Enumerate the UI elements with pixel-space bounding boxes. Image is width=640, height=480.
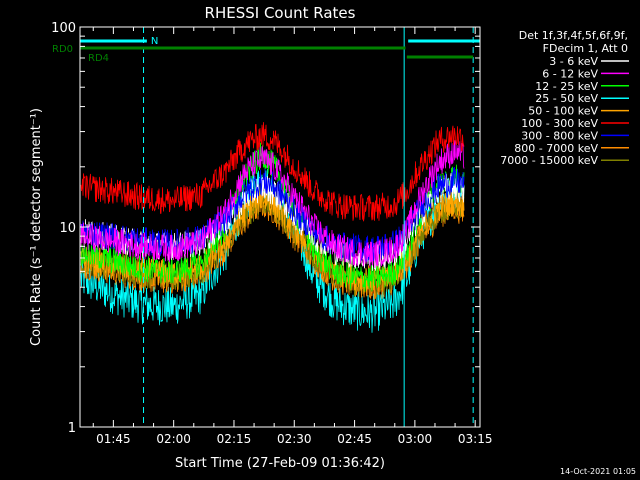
legend-label-800-7000-kev: 800 - 7000 keV (514, 142, 598, 155)
legend-header-line-1: Det 1f,3f,4f,5f,6f,9f, (519, 29, 628, 42)
marker-layer: RD0 RD4 N (52, 36, 480, 64)
legend-label-25-50-kev: 25 - 50 keV (535, 92, 598, 105)
y-axis-label: Count Rate (s⁻¹ detector segment⁻¹) (29, 108, 44, 346)
y-tick-label-1: 1 (68, 421, 76, 436)
legend-label-12-25-kev: 12 - 25 keV (535, 80, 598, 93)
x-axis-label: Start Time (27-Feb-09 01:36:42) (175, 456, 385, 471)
marker-label-rd0: RD0 (52, 44, 73, 55)
chart-title: RHESSI Count Rates (205, 4, 356, 22)
x-tick-label-02-00: 02:00 (156, 432, 191, 446)
legend-label-300-800-kev: 300 - 800 keV (521, 129, 598, 142)
series-layer (80, 122, 465, 333)
series-line-100-300-kev (80, 122, 465, 222)
y-tick-label-100: 100 (51, 21, 76, 36)
series-line-12-25-kev (80, 142, 465, 292)
x-tick-label-03-00: 03:00 (398, 432, 433, 446)
legend-label-3-6-kev: 3 - 6 keV (549, 55, 598, 68)
x-tick-label-02-45: 02:45 (337, 432, 372, 446)
legend-label-100-300-kev: 100 - 300 keV (521, 117, 598, 130)
footer-timestamp: 14-Oct-2021 01:05 (560, 467, 636, 476)
x-tick-label-02-30: 02:30 (277, 432, 312, 446)
y-tick-layer: 1 10 100 (51, 21, 480, 436)
marker-label-n: N (151, 36, 158, 47)
legend-header-line-2: FDecim 1, Att 0 (543, 42, 628, 55)
legend-label-50-100-kev: 50 - 100 keV (528, 105, 598, 118)
series-line-6-12-kev (80, 138, 465, 269)
marker-label-rd4: RD4 (88, 53, 109, 64)
x-tick-label-02-15: 02:15 (217, 432, 252, 446)
legend: Det 1f,3f,4f,5f,6f,9f, FDecim 1, Att 0 3… (500, 29, 629, 167)
x-tick-label-01-45: 01:45 (96, 432, 131, 446)
legend-label-6-12-kev: 6 - 12 keV (542, 67, 598, 80)
x-tick-label-03-15: 03:15 (458, 432, 493, 446)
x-tick-layer: 01:45 02:00 02:15 02:30 02:45 03:00 03:15 (92, 27, 493, 446)
legend-label-7000-15000-kev: 7000 - 15000 keV (500, 154, 598, 167)
y-tick-label-10: 10 (59, 221, 76, 236)
